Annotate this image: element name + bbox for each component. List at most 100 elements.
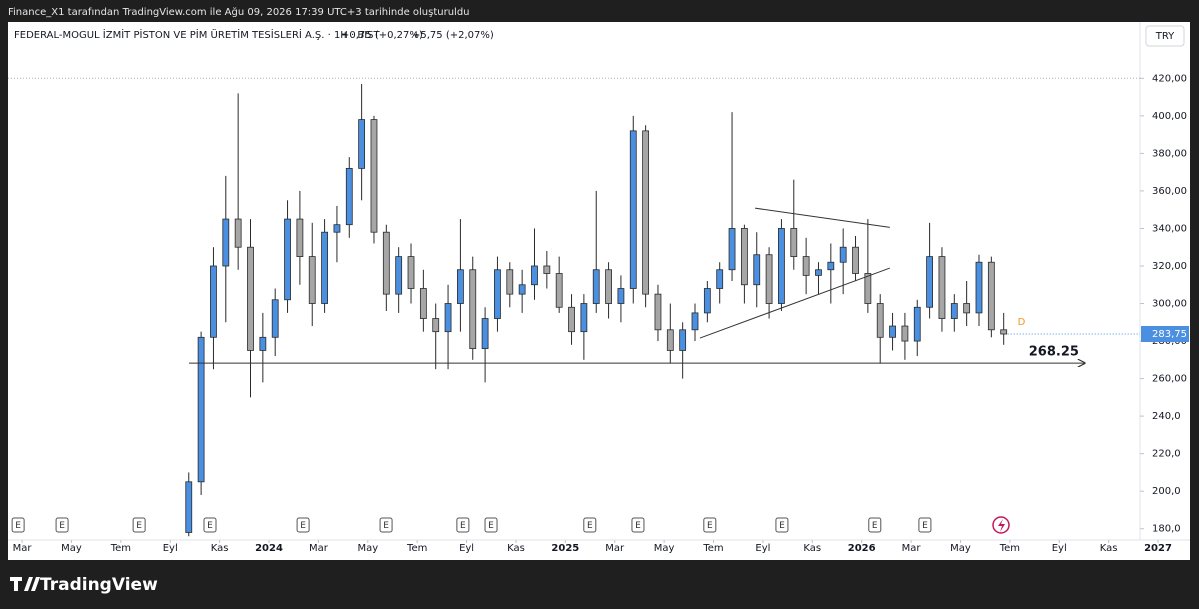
event-badge — [631, 517, 645, 533]
x-tick-label: Eyl — [1052, 543, 1067, 554]
candle-body — [815, 269, 822, 276]
candle-body — [691, 312, 699, 331]
y-tick-label: 320,00 — [1152, 261, 1187, 272]
x-tick-label: 2027 — [1144, 543, 1172, 554]
x-tick-label: May — [654, 543, 675, 554]
candle-body — [358, 119, 366, 169]
x-tick-label: 2025 — [551, 543, 579, 554]
x-tick-label: Kas — [211, 543, 229, 554]
y-tick-label: 360,00 — [1152, 186, 1187, 197]
y-tick-label: 380,00 — [1152, 148, 1187, 159]
candle-body — [543, 265, 551, 274]
event-label: E — [383, 521, 389, 531]
event-badge — [868, 517, 882, 533]
x-tick-label: May — [357, 543, 378, 554]
candle-body — [827, 261, 835, 271]
event-label: E — [300, 521, 306, 531]
candle-body — [592, 269, 600, 304]
x-tick-label: Kas — [803, 543, 821, 554]
dividend-marker: D — [1018, 317, 1026, 328]
candle-body — [901, 325, 909, 342]
candle-body — [617, 288, 625, 304]
candle-body — [778, 228, 785, 304]
candle-body — [370, 119, 378, 233]
event-label: E — [587, 521, 593, 531]
candle-body — [716, 269, 724, 289]
x-tick-label: Tem — [702, 543, 723, 554]
candle-body — [975, 261, 983, 314]
candle-body — [333, 224, 341, 233]
x-tick-label: Tem — [406, 543, 427, 554]
candle-body — [753, 254, 761, 286]
candle-body — [296, 218, 304, 258]
candle-body — [864, 273, 872, 304]
y-tick-label: 220,0 — [1152, 449, 1181, 460]
candle-body — [308, 256, 316, 304]
candle-body — [839, 246, 847, 263]
x-tick-label: May — [61, 543, 82, 554]
change: +0,75 (+0,27%) — [341, 30, 423, 41]
candle-body — [321, 231, 328, 304]
event-label: E — [460, 521, 466, 531]
candle-body — [345, 167, 353, 226]
x-tick-label: Mar — [13, 543, 33, 554]
candles — [185, 83, 1008, 537]
y-tick-label: 200,0 — [1152, 486, 1181, 497]
candle-body — [889, 325, 896, 338]
event-badge — [456, 517, 470, 533]
event-badge — [55, 517, 69, 533]
candle-body — [457, 269, 464, 304]
event-badge — [703, 517, 717, 533]
y-tick-label: 420,00 — [1152, 73, 1187, 84]
last-price-box — [1141, 326, 1189, 343]
brand: TradingView — [40, 575, 158, 595]
y-tick-label: 260,00 — [1152, 374, 1187, 385]
candle-body — [987, 261, 995, 331]
event-label: E — [779, 521, 785, 531]
currency[interactable]: TRY — [1155, 31, 1175, 42]
candle-body — [494, 269, 501, 319]
candle-body — [852, 246, 859, 274]
candle-body — [580, 303, 588, 333]
candle-body — [654, 293, 662, 331]
candle-body — [395, 256, 403, 295]
x-tick-label: 2026 — [848, 543, 876, 554]
candle-body — [913, 306, 921, 342]
event-label: E — [872, 521, 878, 531]
x-tick-label: Eyl — [163, 543, 178, 554]
candle-body — [185, 481, 193, 533]
alert-icon[interactable] — [992, 516, 1010, 534]
candle-body — [518, 284, 526, 295]
last-price-label: 283,75 — [1152, 329, 1187, 340]
event-label: E — [59, 521, 65, 531]
event-label: E — [15, 521, 21, 531]
x-tick-label: Tem — [110, 543, 131, 554]
event-label: E — [635, 521, 641, 531]
currency-box[interactable] — [1145, 25, 1185, 47]
x-tick-label: Mar — [309, 543, 329, 554]
candle-body — [531, 265, 538, 286]
candle-body — [703, 288, 711, 314]
candle-body — [802, 256, 810, 276]
candle-body — [876, 303, 884, 338]
candle-body — [382, 231, 390, 295]
candle-body — [938, 256, 946, 319]
event-badge — [775, 517, 789, 533]
candle-body — [284, 218, 291, 301]
candle-body — [247, 246, 254, 351]
y-tick-label: 240,0 — [1152, 411, 1181, 422]
candle-body — [790, 228, 798, 258]
y-tick-label: 400,00 — [1152, 111, 1187, 122]
candle-body — [605, 269, 612, 304]
y-tick-label: 340,00 — [1152, 223, 1187, 234]
event-label: E — [136, 521, 142, 531]
x-tick-label: Kas — [507, 543, 525, 554]
change: +5,75 (+2,07%) — [412, 30, 494, 41]
event-badge — [379, 517, 393, 533]
x-tick-label: Mar — [902, 543, 922, 554]
event-label: E — [922, 521, 928, 531]
event-label: E — [207, 521, 213, 531]
candle-body — [481, 318, 489, 349]
